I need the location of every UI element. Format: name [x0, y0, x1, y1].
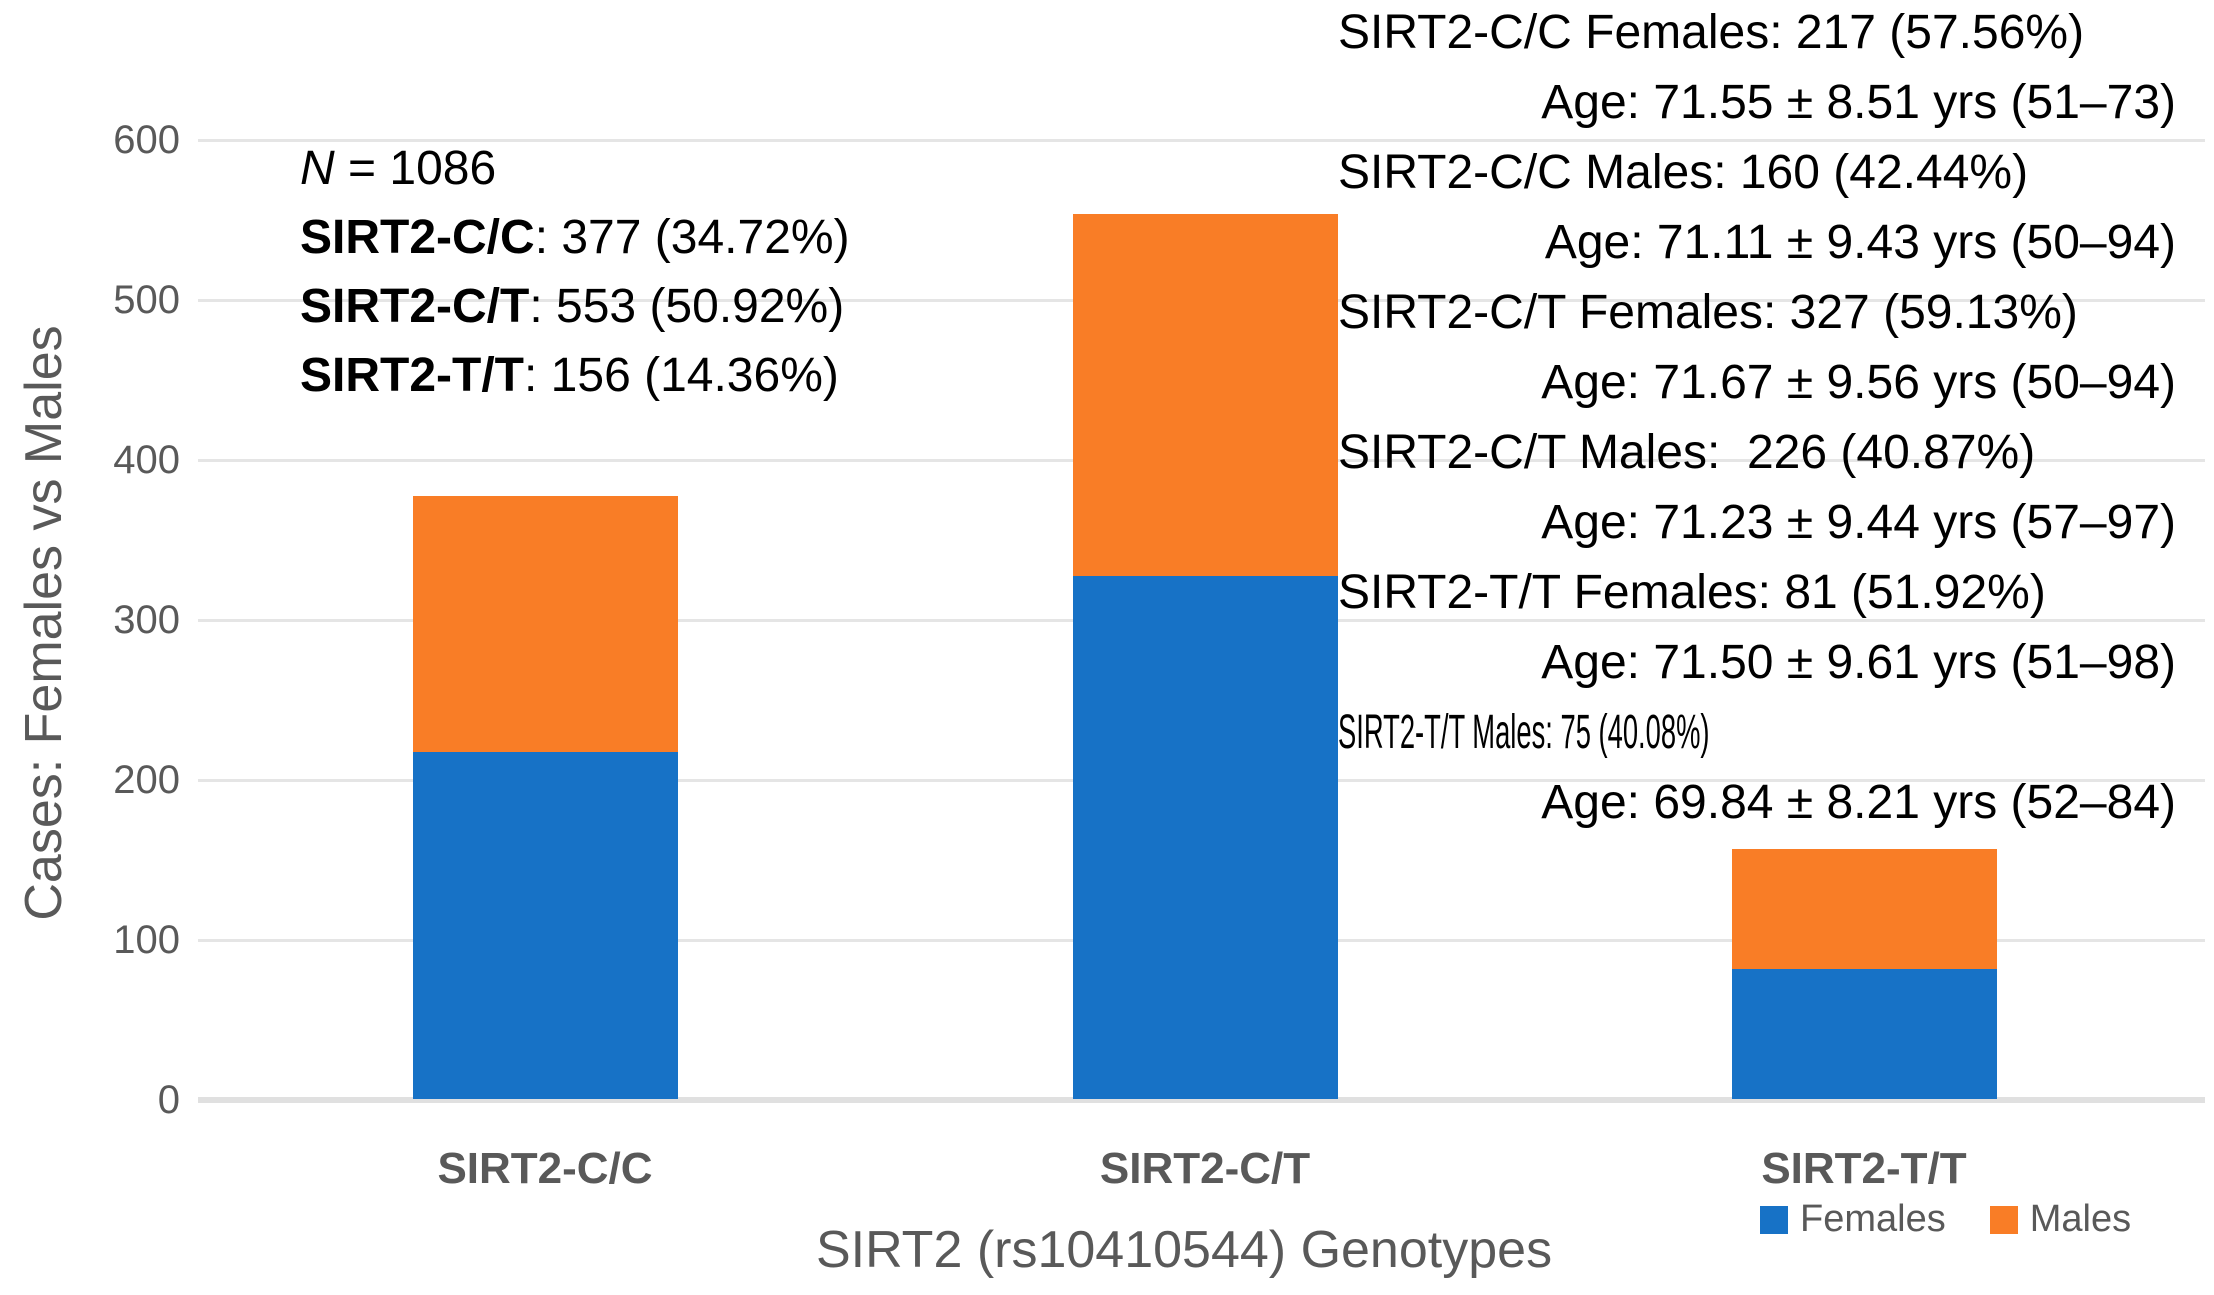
- group-stats-line-10: Age: 71.50 ± 9.61 yrs (51–98): [1541, 636, 2176, 689]
- x-axis-baseline: [198, 1097, 2205, 1103]
- x-category-label-sirt2-c-c: SIRT2-C/C: [437, 1144, 653, 1193]
- group-stats-annotation: SIRT2-C/C Females: 217 (57.56%) Age: 71.5…: [1338, 0, 2176, 838]
- group-stats-line-12: Age: 69.84 ± 8.21 yrs (52–84): [1541, 776, 2176, 829]
- summary-line-sirt2-c-t: SIRT2-C/T: 553 (50.92%): [300, 280, 845, 333]
- group-stats-line-8: Age: 71.23 ± 9.44 yrs (57–97): [1541, 496, 2176, 549]
- group-stats-line-11: SIRT2-T/T Males: 75 (40.08%): [1338, 698, 2176, 768]
- legend-label-females: Females: [1800, 1198, 1946, 1240]
- bar-females-sirt2-t-t: [1731, 969, 1997, 1099]
- group-stats-line-6: Age: 71.67 ± 9.56 yrs (50–94): [1541, 356, 2176, 409]
- y-tick-label-500: 500: [113, 278, 180, 322]
- group-stats-line-5: SIRT2-C/T Females: 327 (59.13%): [1338, 286, 2078, 339]
- cohort-summary-annotation: N = 1086 SIRT2-C/C: 377 (34.72%) SIRT2-C/T…: [300, 134, 850, 410]
- legend-label-males: Males: [2029, 1198, 2132, 1240]
- group-stats-line-9: SIRT2-T/T Females: 81 (51.92%): [1338, 566, 2046, 619]
- bar-males-sirt2-t-t: [1731, 849, 1997, 970]
- group-stats-line-7: SIRT2-C/T Males: 226 (40.87%): [1338, 426, 2036, 479]
- gridline-600: [198, 138, 2205, 142]
- genotype-label: SIRT2-C/T: [300, 280, 530, 333]
- legend-item-females: Females: [1760, 1198, 1946, 1241]
- legend-swatch-females: [1760, 1205, 1788, 1234]
- x-category-label-sirt2-c-t: SIRT2-C/T: [1099, 1144, 1311, 1193]
- bar-males-sirt2-c-c: [412, 495, 678, 752]
- genotype-label: SIRT2-C/C: [300, 211, 535, 264]
- y-tick-label-300: 300: [113, 598, 180, 642]
- summary-n-line: N = 1086: [300, 142, 497, 195]
- group-stats-line-1: SIRT2-C/C Females: 217 (57.56%): [1338, 6, 2085, 59]
- x-axis-title: SIRT2 (rs10410544) Genotypes: [815, 1221, 1553, 1279]
- legend: Females Males: [1760, 1198, 2131, 1241]
- y-tick-label-400: 400: [113, 438, 180, 482]
- legend-swatch-males: [1989, 1205, 2018, 1234]
- genotype-label: SIRT2-T/T: [300, 349, 524, 402]
- x-category-label-sirt2-t-t: SIRT2-T/T: [1761, 1144, 1967, 1193]
- legend-item-males: Males: [1989, 1198, 2132, 1241]
- bar-females-sirt2-c-c: [412, 751, 678, 1099]
- group-stats-line-2: Age: 71.55 ± 8.51 yrs (51–73): [1541, 76, 2176, 129]
- bar-males-sirt2-c-t: [1072, 214, 1338, 576]
- group-stats-line-3: SIRT2-C/C Males: 160 (42.44%): [1338, 146, 2029, 199]
- y-tick-label-0: 0: [157, 1078, 180, 1122]
- y-tick-label-100: 100: [113, 918, 180, 962]
- summary-line-sirt2-t-t: SIRT2-T/T: 156 (14.36%): [300, 349, 839, 402]
- y-tick-label-200: 200: [113, 758, 180, 802]
- bar-females-sirt2-c-t: [1072, 575, 1338, 1099]
- summary-line-sirt2-c-c: SIRT2-C/C: 377 (34.72%): [300, 211, 850, 264]
- condensed-text: SIRT2-T/T Males: 75 (40.08%): [1338, 706, 1710, 759]
- group-stats-line-4: Age: 71.11 ± 9.43 yrs (50–94): [1544, 216, 2176, 269]
- n-symbol: N: [300, 142, 335, 195]
- y-tick-label-600: 600: [113, 118, 180, 162]
